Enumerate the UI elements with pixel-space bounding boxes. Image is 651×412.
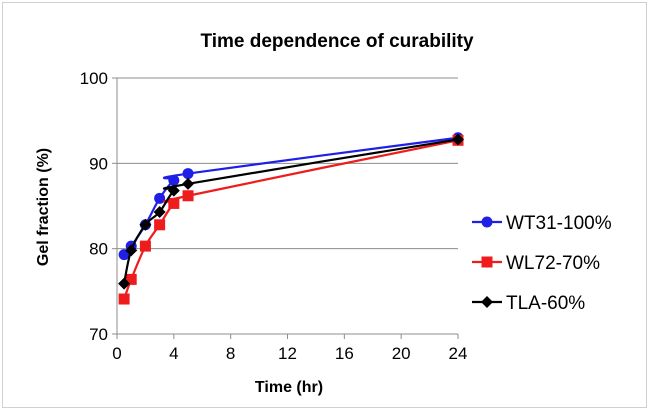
x-tick-label-4: 4 (169, 344, 178, 363)
y-axis-title: Gel fraction (%) (35, 148, 52, 266)
legend-item-TLA-60%: TLA-60% (472, 293, 585, 314)
data-point-TLA-60%-5 (182, 177, 195, 190)
x-tick-label-8: 8 (226, 344, 235, 363)
legend-label-TLA-60%: TLA-60% (506, 293, 585, 314)
series-WL72-70% (118, 134, 464, 305)
grid-lines (117, 77, 458, 250)
x-tick-label-24: 24 (449, 344, 468, 363)
data-point-WL72-70%-5 (182, 190, 194, 202)
y-tick-label-100: 100 (80, 69, 108, 88)
data-point-WL72-70%-4 (168, 197, 180, 209)
y-tick-label-90: 90 (89, 154, 108, 173)
axes (112, 77, 459, 339)
data-point-WT31-100%-3 (154, 192, 166, 204)
data-point-WT31-100%-5 (182, 168, 194, 180)
chart-title: Time dependence of curability (200, 31, 474, 52)
data-point-TLA-60%-4 (167, 184, 180, 197)
x-tick-label-20: 20 (392, 344, 411, 363)
y-tick-label-70: 70 (89, 325, 108, 344)
chart-frame: Time dependence of curability 70 80 90 100 0… (2, 2, 647, 408)
data-point-WL72-70%-0.5 (118, 293, 130, 305)
data-series (118, 132, 464, 305)
series-line-WL72-70% (123, 139, 459, 300)
legend-item-WT31-100%: WT31-100% (472, 213, 612, 234)
x-tick-label-12: 12 (278, 344, 297, 363)
x-tick-label-0: 0 (112, 344, 121, 363)
data-point-WT31-100%-4 (168, 174, 180, 186)
legend-item-WL72-70%: WL72-70% (472, 253, 600, 274)
data-point-TLA-60%-2 (139, 218, 152, 231)
data-point-WL72-70%-3 (154, 219, 166, 231)
data-point-TLA-60%-3 (153, 205, 166, 218)
legend-label-WL72-70%: WL72-70% (506, 253, 600, 274)
series-TLA-60% (118, 133, 464, 290)
series-line-TLA-60% (123, 138, 459, 284)
legend-marker-WL72-70% (481, 256, 493, 268)
legend: WT31-100% WL72-70% TLA-60% (472, 213, 612, 314)
y-tick-label-80: 80 (89, 240, 108, 259)
legend-label-WT31-100%: WT31-100% (506, 213, 612, 234)
x-axis-title: Time (hr) (255, 379, 323, 396)
data-point-TLA-60%-0.5 (118, 277, 131, 290)
data-point-WL72-70%-1 (125, 273, 137, 285)
data-point-WL72-70%-2 (139, 240, 151, 252)
x-tick-label-16: 16 (335, 344, 354, 363)
legend-marker-WT31-100% (481, 216, 493, 228)
tick-labels: 70 80 90 100 0 4 8 12 16 20 24 (80, 69, 468, 363)
data-point-TLA-60%-24 (452, 133, 464, 146)
chart-svg: Time dependence of curability 70 80 90 100 0… (35, 31, 612, 396)
legend-marker-TLA-60% (481, 296, 493, 308)
